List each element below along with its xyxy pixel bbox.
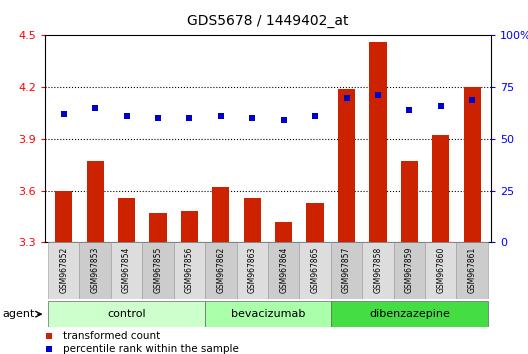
Text: agent: agent xyxy=(3,309,35,319)
Bar xyxy=(174,242,205,299)
Text: GSM967865: GSM967865 xyxy=(310,247,319,293)
Bar xyxy=(149,213,167,242)
Bar xyxy=(331,301,488,327)
Text: GSM967863: GSM967863 xyxy=(248,247,257,293)
Bar xyxy=(394,242,425,299)
Bar xyxy=(212,187,230,242)
Bar xyxy=(306,203,324,242)
Bar xyxy=(369,42,386,242)
Text: GSM967862: GSM967862 xyxy=(216,247,225,293)
Bar xyxy=(457,242,488,299)
Bar xyxy=(111,242,142,299)
Bar xyxy=(401,161,418,242)
Text: GSM967861: GSM967861 xyxy=(468,247,477,293)
Text: GDS5678 / 1449402_at: GDS5678 / 1449402_at xyxy=(187,14,348,28)
Text: bevacizumab: bevacizumab xyxy=(231,309,305,319)
Text: control: control xyxy=(107,309,146,319)
Bar xyxy=(142,242,174,299)
Text: GSM967857: GSM967857 xyxy=(342,247,351,293)
Bar xyxy=(362,242,394,299)
Bar xyxy=(79,242,111,299)
Bar xyxy=(243,198,261,242)
Bar xyxy=(48,301,205,327)
Bar xyxy=(425,242,457,299)
Text: transformed count: transformed count xyxy=(63,331,160,341)
Bar xyxy=(237,242,268,299)
Bar xyxy=(275,222,293,242)
Bar xyxy=(87,161,104,242)
Text: GSM967852: GSM967852 xyxy=(59,247,68,293)
Bar xyxy=(331,242,362,299)
Bar xyxy=(432,136,449,242)
Bar xyxy=(338,89,355,242)
Bar xyxy=(48,242,79,299)
Text: GSM967859: GSM967859 xyxy=(405,247,414,293)
Text: GSM967854: GSM967854 xyxy=(122,247,131,293)
Text: percentile rank within the sample: percentile rank within the sample xyxy=(63,343,239,354)
Text: GSM967853: GSM967853 xyxy=(91,247,100,293)
Bar xyxy=(464,87,481,242)
Bar xyxy=(205,301,331,327)
Bar xyxy=(55,191,72,242)
Text: GSM967855: GSM967855 xyxy=(154,247,163,293)
Text: GSM967856: GSM967856 xyxy=(185,247,194,293)
Bar xyxy=(118,198,135,242)
Text: GSM967858: GSM967858 xyxy=(373,247,382,293)
Bar xyxy=(181,211,198,242)
Bar xyxy=(268,242,299,299)
Bar xyxy=(205,242,237,299)
Text: dibenzazepine: dibenzazepine xyxy=(369,309,450,319)
Bar xyxy=(299,242,331,299)
Text: GSM967864: GSM967864 xyxy=(279,247,288,293)
Text: GSM967860: GSM967860 xyxy=(436,247,445,293)
